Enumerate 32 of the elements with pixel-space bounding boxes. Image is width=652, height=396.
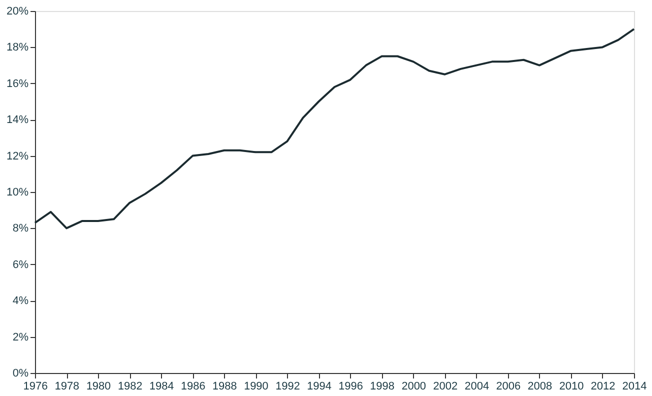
- x-tick-label: 1982: [118, 380, 142, 392]
- x-tick-label: 1986: [180, 380, 206, 392]
- y-tick-label: 20%: [6, 6, 29, 18]
- y-tick-label: 12%: [6, 150, 29, 162]
- x-tick-label: 2000: [402, 380, 426, 392]
- y-tick-label: 6%: [12, 258, 29, 271]
- x-tick-label: 1992: [275, 380, 300, 392]
- x-tick-label: 1976: [23, 380, 48, 392]
- x-tick-label: 1980: [86, 380, 111, 392]
- line-series: [34, 28, 635, 230]
- x-tick-label: 1994: [306, 380, 332, 392]
- x-tick-label: 2004: [464, 380, 490, 392]
- x-tick-label: 1988: [212, 380, 237, 392]
- y-tick-label: 14%: [6, 114, 29, 126]
- y-tick-label: 4%: [12, 295, 29, 308]
- x-tick-label: 1998: [370, 380, 395, 392]
- x-tick-label: 2006: [496, 380, 521, 392]
- x-tick-label: 2008: [528, 380, 552, 392]
- y-tick-label: 10%: [6, 186, 29, 198]
- y-tick-label: 16%: [6, 78, 29, 90]
- y-tick-label: 18%: [6, 42, 29, 54]
- x-tick-label: 2014: [622, 380, 647, 392]
- y-tick-label: 2%: [12, 331, 29, 344]
- x-tick-label: 1978: [54, 380, 80, 392]
- y-tick-label: 0%: [12, 368, 29, 380]
- x-tick-label: 2012: [590, 380, 616, 392]
- x-tick-label: 2010: [559, 380, 584, 392]
- x-tick-label: 1996: [338, 380, 364, 392]
- x-tick-label: 1984: [149, 380, 174, 392]
- y-tick-label: 8%: [12, 222, 29, 235]
- x-tick-label: 2002: [433, 380, 458, 392]
- x-tick-label: 1990: [244, 380, 268, 392]
